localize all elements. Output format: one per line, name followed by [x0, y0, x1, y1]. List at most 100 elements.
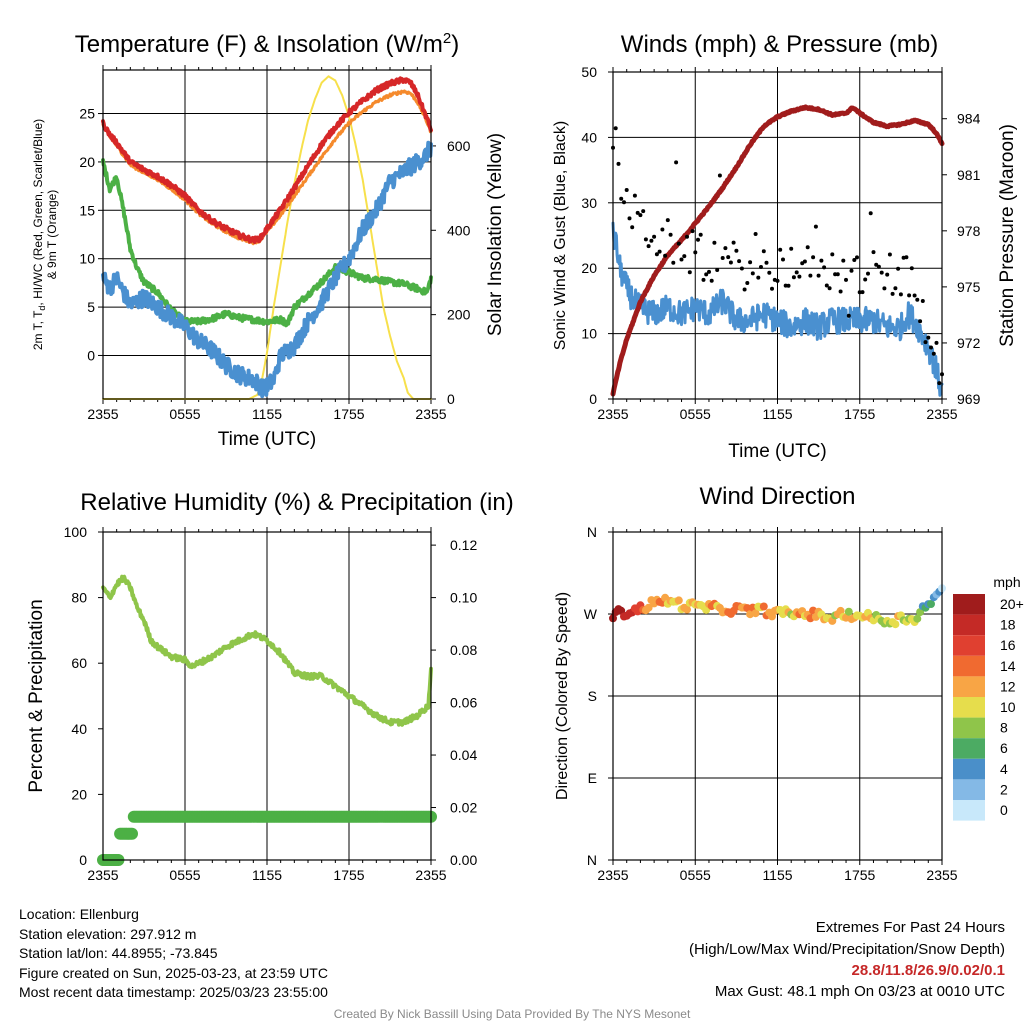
wind-direction-point [844, 607, 853, 616]
winds-ytick-label: 40 [581, 129, 597, 145]
winds-point [855, 255, 859, 260]
speed-legend-label: 6 [1000, 740, 1008, 756]
speed-legend-swatch [953, 800, 985, 821]
wind-direction-plot-border [612, 531, 943, 861]
winds-point [879, 270, 884, 275]
temperature-ytick-label-right: 0 [447, 391, 455, 407]
winds-point [750, 271, 755, 276]
winds-point [791, 275, 796, 280]
temperature-ylabel-subscript: d [37, 306, 47, 311]
winds-point [720, 256, 725, 260]
credit-line: Created By Nick Bassill Using Data Provi… [333, 1007, 691, 1021]
winds-ytick-label-right: 975 [957, 279, 981, 295]
winds-point [613, 126, 618, 131]
speed-legend-label: 10 [1000, 699, 1016, 715]
winds-point [693, 250, 698, 255]
wind-direction-ytick-label: E [588, 770, 597, 786]
winds-point [778, 247, 783, 252]
temperature-ytick-label: 5 [87, 299, 95, 315]
winds-point [775, 278, 780, 283]
winds-point [657, 249, 662, 254]
winds-point [926, 335, 931, 340]
winds-point [863, 277, 868, 282]
wind-direction-ylabel-left: Direction (Colored By Speed) [554, 592, 571, 800]
humidity-ytick-label: 20 [71, 786, 87, 802]
winds-xtick-label: 2355 [926, 406, 957, 422]
station-info: Location: Ellenburg Station elevation: 2… [19, 905, 328, 1003]
temperature-xtick-label: 2355 [415, 406, 446, 422]
wind-direction-xtick-label: 1155 [762, 867, 792, 883]
temperature-ylabel-left-line2: & 9m T (Orange) [45, 190, 59, 280]
winds-point [717, 173, 722, 178]
winds-xlabel: Time (UTC) [728, 441, 827, 462]
speed-legend-swatch [953, 594, 985, 615]
winds-point [728, 260, 733, 265]
winds-point [641, 209, 646, 214]
winds-point [737, 259, 742, 264]
winds-point [904, 255, 909, 260]
wind-direction-title: Wind Direction [699, 483, 855, 510]
winds-point [742, 287, 747, 292]
extremes-values: 28.8/11.8/26.9/0.02/0.1 [851, 962, 1005, 979]
winds-point [868, 211, 873, 216]
temperature-ytick-label: 10 [79, 251, 95, 267]
speed-legend-swatch [953, 655, 985, 677]
winds-point [923, 340, 928, 345]
winds-point [887, 252, 892, 257]
winds-point [841, 258, 846, 263]
temperature-ytick-label: 25 [79, 106, 95, 122]
winds-point [937, 381, 942, 386]
speed-legend-swatch [953, 614, 985, 636]
temperature-ytick-label: 0 [87, 347, 95, 363]
temperature-title-main: Temperature (F) & Insolation (W/m [75, 31, 443, 58]
winds-point [616, 161, 621, 166]
winds-point [912, 293, 917, 298]
wind-direction-ytick-label: N [587, 852, 597, 868]
winds-title: Winds (mph) & Pressure (mb) [621, 31, 938, 58]
wind-direction-point [891, 620, 900, 629]
winds-point [934, 340, 939, 345]
humidity-series-line [101, 574, 433, 727]
speed-legend-swatch [953, 717, 985, 739]
wind-direction-point [751, 609, 760, 618]
winds-ytick-label: 0 [589, 391, 597, 407]
winds-point [898, 292, 903, 297]
winds-point [838, 289, 843, 294]
winds-ytick-label-right: 984 [957, 111, 981, 127]
humidity-xtick-label: 0555 [169, 867, 200, 883]
wind-direction-ytick-label: N [587, 524, 597, 540]
speed-legend-label: 2 [1000, 781, 1008, 797]
humidity-ytick-label-right: 0.04 [450, 747, 477, 763]
winds-point [789, 246, 794, 251]
speed-legend-swatch [953, 758, 985, 780]
speed-legend-label: 16 [1000, 637, 1016, 653]
wind-direction-xtick-label: 2355 [926, 867, 957, 883]
recent-data-timestamp: Most recent data timestamp: 2025/03/23 2… [19, 984, 328, 1001]
winds-series-line [611, 221, 944, 397]
temperature-ytick-label-right: 600 [447, 138, 471, 154]
temperature-ytick-label-right: 200 [447, 307, 471, 323]
winds-point [852, 258, 857, 262]
winds-xtick-label: 0555 [680, 406, 711, 422]
winds-point [632, 193, 637, 198]
winds-ytick-label: 20 [581, 260, 597, 276]
speed-legend-label: 14 [1000, 658, 1016, 674]
humidity-plot-border [102, 531, 432, 861]
speed-legend: mph 20+ 18 16 14 12 10 8 6 4 2 0 [953, 574, 1024, 821]
speed-legend-swatch [953, 697, 985, 718]
station-elevation: Station elevation: 297.912 m [19, 925, 197, 942]
winds-point [929, 345, 933, 350]
winds-point [627, 216, 632, 221]
winds-point [635, 210, 640, 215]
winds-point [723, 246, 728, 251]
temperature-ylabel-part: , HI/WC (Red, Green, Scarlet/Blue) [31, 119, 45, 306]
winds-point [920, 299, 925, 303]
wind-direction-point [759, 602, 768, 611]
winds-series-line [610, 104, 945, 397]
winds-ytick-label: 10 [581, 326, 597, 342]
winds-chart: 2355 0555 1155 1755 235501020304050969972975… [552, 31, 1018, 462]
winds-point [745, 281, 750, 285]
speed-legend-label: 12 [1000, 678, 1016, 694]
humidity-xtick-label: 1755 [333, 867, 364, 883]
winds-point [761, 249, 766, 254]
